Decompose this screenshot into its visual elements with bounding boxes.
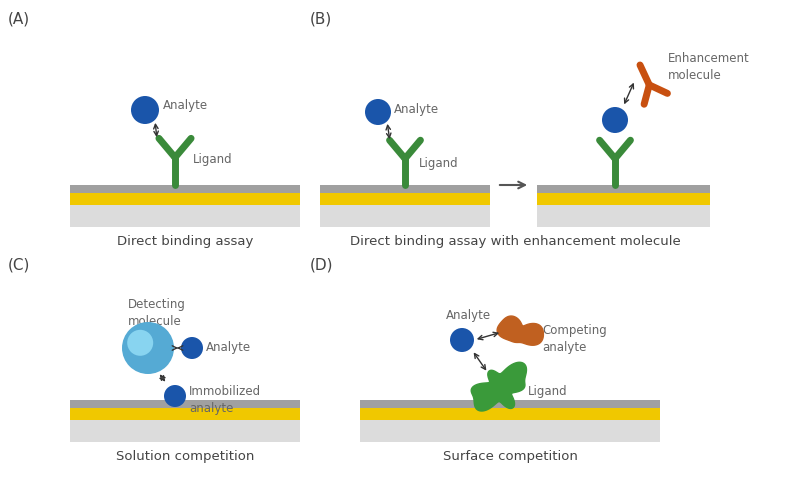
Circle shape (131, 96, 159, 124)
Bar (320, 185, 490, 193)
Text: Direct binding assay with enhancement molecule: Direct binding assay with enhancement mo… (350, 235, 680, 248)
Text: Solution competition: Solution competition (116, 450, 254, 463)
Polygon shape (471, 362, 526, 411)
Bar (70, 420, 300, 442)
Bar (537, 205, 710, 227)
Circle shape (365, 99, 391, 125)
Text: Immobilized
analyte: Immobilized analyte (189, 385, 261, 415)
Bar (360, 420, 660, 442)
Circle shape (164, 385, 186, 407)
Text: (A): (A) (8, 12, 30, 27)
Text: Ligand: Ligand (193, 154, 233, 166)
Text: (B): (B) (310, 12, 332, 27)
Text: Analyte: Analyte (163, 99, 208, 112)
Bar (360, 408, 660, 420)
Text: Analyte: Analyte (206, 341, 251, 354)
Bar (320, 205, 490, 227)
Text: Competing
analyte: Competing analyte (542, 324, 606, 354)
Text: Analyte: Analyte (446, 309, 491, 322)
Circle shape (122, 322, 174, 374)
Bar (70, 205, 300, 227)
Text: Detecting
molecule: Detecting molecule (128, 298, 186, 328)
Text: Ligand: Ligand (419, 157, 458, 169)
Bar (70, 185, 300, 193)
Bar (320, 193, 490, 205)
Polygon shape (497, 316, 543, 345)
Text: Analyte: Analyte (394, 102, 439, 115)
Bar (537, 185, 710, 193)
Bar (70, 400, 300, 408)
Text: Surface competition: Surface competition (442, 450, 578, 463)
Bar (360, 400, 660, 408)
Bar (537, 193, 710, 205)
Circle shape (450, 328, 474, 352)
Bar (70, 193, 300, 205)
Circle shape (602, 107, 628, 133)
Text: Direct binding assay: Direct binding assay (117, 235, 253, 248)
Bar (70, 408, 300, 420)
Text: (D): (D) (310, 258, 334, 273)
Text: Enhancement
molecule: Enhancement molecule (668, 52, 750, 82)
Circle shape (127, 330, 154, 356)
Text: (C): (C) (8, 258, 30, 273)
Circle shape (181, 337, 203, 359)
Text: Ligand: Ligand (528, 386, 568, 399)
